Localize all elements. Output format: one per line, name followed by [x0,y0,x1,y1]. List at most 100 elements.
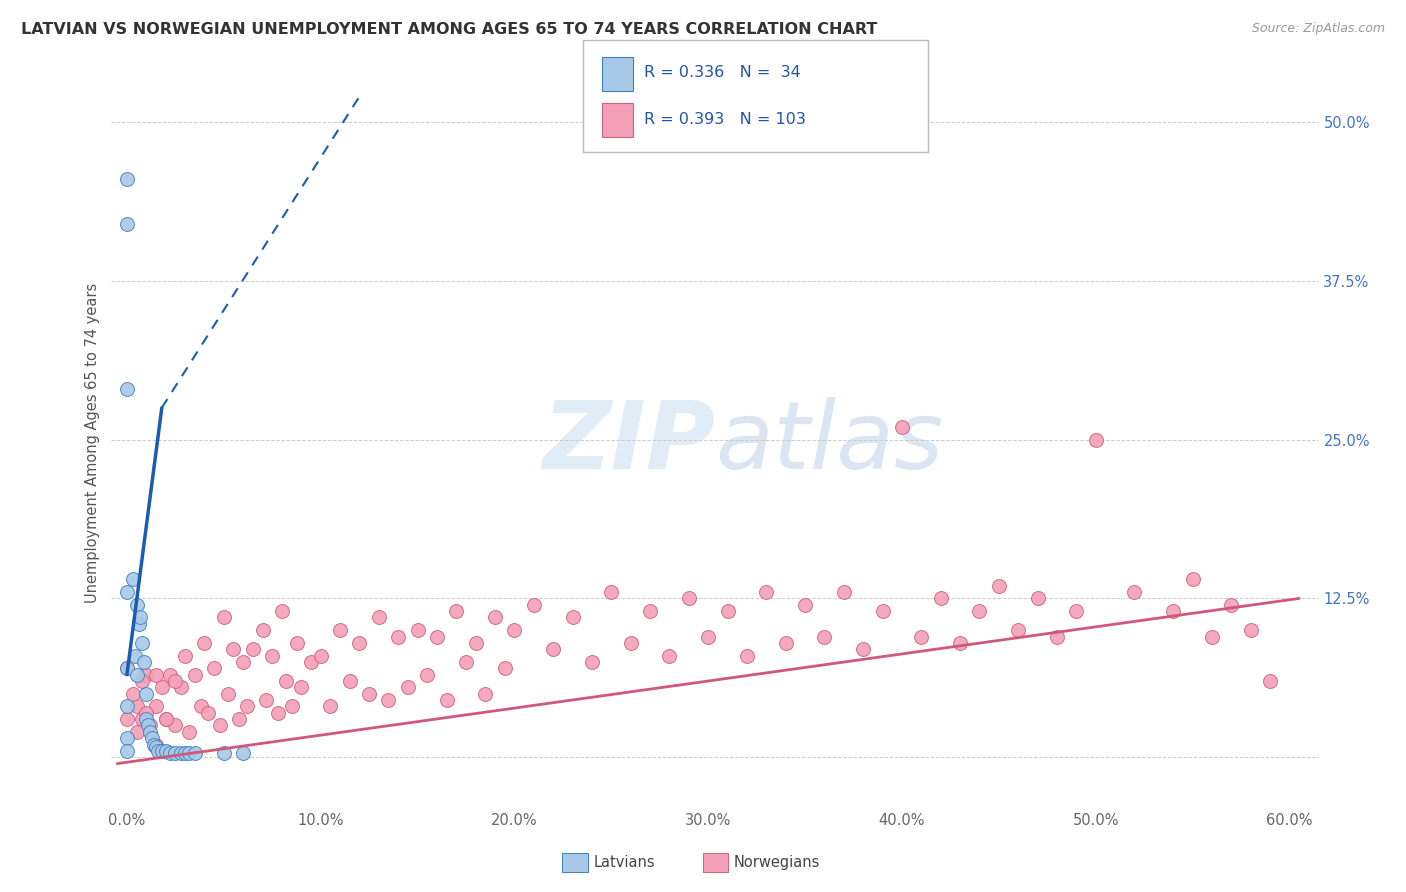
Point [125,699,148,714]
Point [474,687,496,701]
Point [406,623,429,637]
Point [165,673,187,688]
Point [115,712,138,726]
Point [1201,630,1223,644]
Point [222,642,245,657]
Point [274,673,297,688]
Point [124,648,146,663]
Text: Source: ZipAtlas.com: Source: ZipAtlas.com [1251,22,1385,36]
Point [716,604,738,618]
Point [183,747,205,761]
Point [1084,433,1107,447]
Point [155,744,177,758]
Point [581,655,603,669]
Point [426,630,449,644]
Point [832,585,855,599]
Point [115,661,138,675]
Point [139,724,162,739]
Point [125,667,148,681]
Point [541,642,564,657]
Point [129,610,152,624]
Point [396,681,419,695]
Point [359,687,381,701]
Point [1161,604,1184,618]
Point [561,610,583,624]
Point [319,699,342,714]
Point [115,661,138,675]
Point [910,630,932,644]
Point [145,738,167,752]
Point [290,681,312,695]
Point [755,585,778,599]
Point [170,681,193,695]
Point [794,598,817,612]
Point [484,610,506,624]
Point [135,667,157,681]
Point [131,636,153,650]
Point [165,747,187,761]
Point [121,687,143,701]
Point [252,623,274,637]
Point [1046,630,1069,644]
Point [232,747,254,761]
Point [299,655,322,669]
Point [128,616,150,631]
Point [115,585,138,599]
Point [136,718,159,732]
Point [872,604,894,618]
Point [287,636,309,650]
Point [145,740,167,755]
Point [135,706,157,720]
Point [280,699,302,714]
Point [125,598,148,612]
Point [503,623,526,637]
Point [309,648,332,663]
Point [217,687,239,701]
Point [131,673,153,688]
Point [125,724,148,739]
Point [159,667,181,681]
Point [159,747,181,761]
Text: ZIP: ZIP [543,397,716,489]
Point [236,699,259,714]
Point [454,655,477,669]
Point [145,667,167,681]
Point [775,636,797,650]
Point [416,667,439,681]
Point [170,747,193,761]
Point [155,712,177,726]
Point [254,693,277,707]
Point [267,706,290,720]
Point [115,731,138,746]
Point [143,738,166,752]
Point [242,642,264,657]
Point [150,744,173,758]
Point [271,604,294,618]
Point [135,687,157,701]
Point [949,636,972,650]
Point [183,667,205,681]
Point [987,579,1010,593]
Point [678,591,700,606]
Point [115,382,138,396]
Point [436,693,458,707]
Point [735,648,758,663]
Text: LATVIAN VS NORWEGIAN UNEMPLOYMENT AMONG AGES 65 TO 74 YEARS CORRELATION CHART: LATVIAN VS NORWEGIAN UNEMPLOYMENT AMONG … [21,22,877,37]
Text: R = 0.393   N = 103: R = 0.393 N = 103 [644,112,806,127]
Point [115,172,138,186]
Point [446,604,468,618]
Point [464,636,486,650]
Point [177,747,200,761]
Point [1123,585,1146,599]
Point [135,712,157,726]
Point [232,655,254,669]
Point [202,661,225,675]
Text: R = 0.336   N =  34: R = 0.336 N = 34 [644,65,800,79]
Point [523,598,546,612]
Point [367,610,389,624]
Point [134,655,156,669]
Point [262,648,284,663]
Point [1066,604,1088,618]
Point [929,591,952,606]
Point [1007,623,1029,637]
